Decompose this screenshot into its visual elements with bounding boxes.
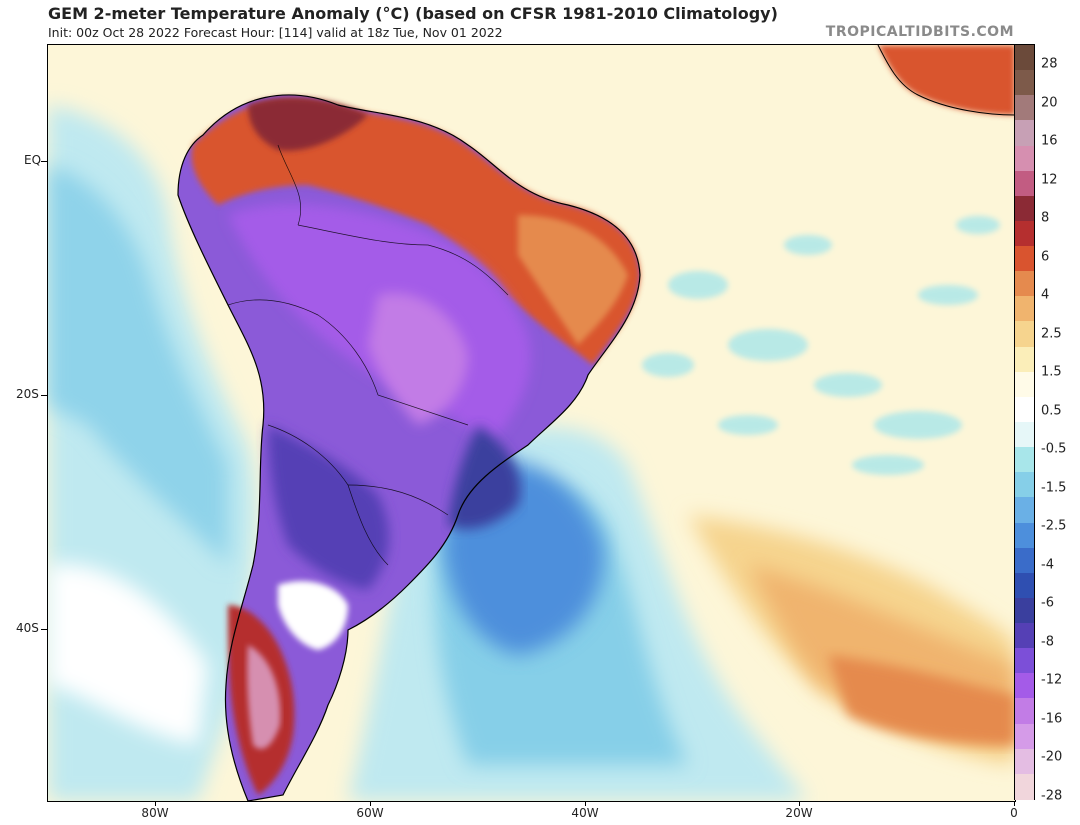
colorbar-cell bbox=[1015, 597, 1034, 624]
lon-tick-80w bbox=[155, 801, 156, 806]
colorbar-cell bbox=[1015, 623, 1034, 650]
lat-label-20s: 20S bbox=[16, 387, 39, 401]
colorbar-cell bbox=[1015, 120, 1034, 147]
colorbar-cell bbox=[1015, 698, 1034, 725]
colorbar-label: 28 bbox=[1041, 56, 1058, 72]
colorbar-cell bbox=[1015, 547, 1034, 574]
colorbar-cell bbox=[1015, 95, 1034, 122]
colorbar-cell bbox=[1015, 346, 1034, 373]
colorbar-cell bbox=[1015, 447, 1034, 474]
colorbar-label: 4 bbox=[1041, 287, 1050, 303]
colorbar-label: -8 bbox=[1041, 634, 1054, 649]
colorbar-label: -4 bbox=[1041, 557, 1054, 572]
lat-label-40s: 40S bbox=[16, 621, 39, 635]
colorbar-cell bbox=[1015, 246, 1034, 273]
tropical-atlantic-patches bbox=[642, 216, 1000, 475]
colorbar-cell bbox=[1015, 748, 1034, 775]
amazon-warm-region bbox=[191, 99, 640, 365]
colorbar-cell bbox=[1015, 522, 1034, 549]
colorbar-label: -0.5 bbox=[1041, 441, 1067, 457]
lon-label-20w: 20W bbox=[785, 806, 813, 820]
colorbar-cell bbox=[1015, 321, 1034, 348]
colorbar-cell bbox=[1015, 572, 1034, 599]
colorbar-label: -6 bbox=[1041, 595, 1054, 611]
colorbar-label: 6 bbox=[1041, 249, 1050, 264]
colorbar-cell bbox=[1015, 396, 1034, 423]
colorbar-cell bbox=[1015, 371, 1034, 398]
colorbar-cell bbox=[1015, 195, 1034, 222]
lon-tick-40w bbox=[585, 801, 586, 806]
lat-tick-40s bbox=[41, 629, 47, 630]
colorbar-cell bbox=[1015, 773, 1034, 800]
coastline bbox=[177, 94, 641, 801]
map-subtitle: Init: 00z Oct 28 2022 Forecast Hour: [11… bbox=[48, 25, 503, 40]
lon-label-80w: 80W bbox=[141, 806, 169, 820]
lon-label-0: 0 bbox=[1010, 806, 1018, 820]
colorbar-label: -20 bbox=[1041, 749, 1063, 765]
colorbar-cell bbox=[1015, 45, 1034, 71]
map-panel bbox=[47, 44, 1016, 802]
colorbar-cell bbox=[1015, 271, 1034, 298]
country-borders bbox=[227, 144, 509, 566]
colorbar-cell bbox=[1015, 673, 1034, 700]
lon-tick-60w bbox=[370, 801, 371, 806]
colorbar-label: -16 bbox=[1041, 711, 1063, 726]
colorbar-label: 8 bbox=[1041, 210, 1050, 226]
colorbar-label: -28 bbox=[1041, 788, 1063, 803]
colorbar-label: 0.5 bbox=[1041, 403, 1062, 418]
colorbar-cell bbox=[1015, 723, 1034, 750]
colorbar-cell bbox=[1015, 497, 1034, 524]
lat-label-eq: EQ bbox=[24, 153, 42, 167]
colorbar-label: 20 bbox=[1041, 95, 1058, 110]
lat-tick-20s bbox=[41, 395, 47, 396]
lon-label-40w: 40W bbox=[571, 806, 599, 820]
lon-tick-20w bbox=[799, 801, 800, 806]
colorbar-label: 16 bbox=[1041, 133, 1058, 149]
colorbar-label: -2.5 bbox=[1041, 518, 1067, 534]
colorbar-cell bbox=[1015, 220, 1034, 247]
lon-label-60w: 60W bbox=[356, 806, 384, 820]
colorbar-cell bbox=[1015, 70, 1034, 97]
anomaly-map bbox=[48, 45, 1015, 801]
colorbar bbox=[1014, 44, 1035, 800]
brand-watermark: TROPICALTIDBITS.COM bbox=[825, 24, 1014, 40]
colorbar-cell bbox=[1015, 296, 1034, 323]
map-title: GEM 2-meter Temperature Anomaly (°C) (ba… bbox=[48, 4, 778, 23]
colorbar-label: -1.5 bbox=[1041, 480, 1067, 495]
colorbar-label: 12 bbox=[1041, 172, 1058, 187]
colorbar-cell bbox=[1015, 648, 1034, 675]
colorbar-label: 2.5 bbox=[1041, 326, 1062, 341]
colorbar-cell bbox=[1015, 170, 1034, 197]
colorbar-cell bbox=[1015, 472, 1034, 499]
colorbar-label: 1.5 bbox=[1041, 364, 1062, 380]
colorbar-cell bbox=[1015, 422, 1034, 448]
lat-tick-eq bbox=[41, 161, 47, 162]
colorbar-label: -12 bbox=[1041, 672, 1063, 688]
colorbar-cell bbox=[1015, 145, 1034, 172]
lon-tick-0 bbox=[1014, 801, 1015, 806]
africa-land bbox=[878, 45, 1015, 115]
